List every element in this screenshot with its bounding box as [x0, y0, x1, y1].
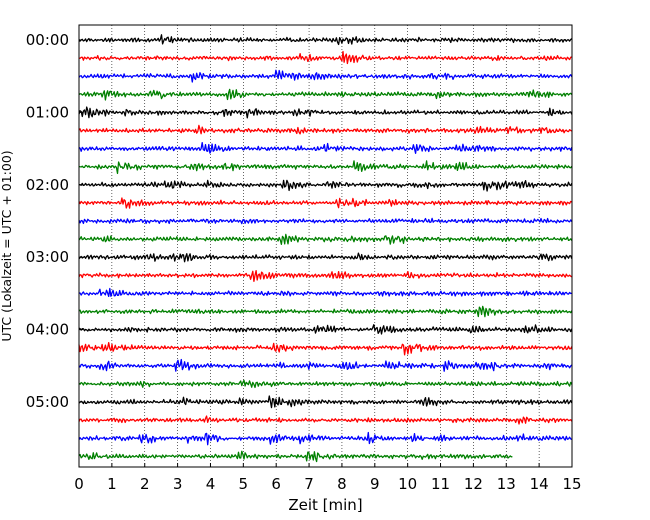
x-tick-label: 15: [562, 475, 581, 493]
x-tick-label: 14: [530, 475, 549, 493]
seismic-traces: [78, 34, 573, 463]
trace-0245: [78, 233, 573, 245]
trace-0100: [78, 106, 573, 119]
trace-0330: [78, 287, 572, 298]
x-axis-ticks: 0 1 2 3 4 5 6 7 8 9 10 11 12 13 14 15: [74, 463, 582, 493]
x-tick-label: 13: [497, 475, 516, 493]
trace-0400: [78, 324, 573, 335]
x-tick-label: 5: [239, 475, 249, 493]
x-tick-label: 11: [431, 475, 450, 493]
x-tick-label: 4: [206, 475, 216, 493]
x-tick-label: 0: [74, 475, 84, 493]
y-tick-label: 00:00: [26, 31, 69, 49]
trace-0215: [78, 197, 573, 209]
y-tick-label: 05:00: [26, 393, 69, 411]
trace-0300: [78, 252, 573, 263]
trace-0430: [78, 358, 573, 372]
trace-0130: [78, 141, 573, 154]
x-axis-title: Zeit [min]: [288, 496, 362, 514]
trace-0030: [78, 69, 573, 83]
x-tick-label: 9: [370, 475, 380, 493]
trace-0230: [78, 217, 573, 225]
y-tick-label: 03:00: [26, 248, 69, 266]
x-tick-label: 8: [337, 475, 347, 493]
x-tick-label: 10: [398, 475, 417, 493]
trace-0345: [78, 305, 573, 318]
trace-0015: [78, 50, 572, 65]
y-tick-label: 01:00: [26, 103, 69, 121]
x-tick-label: 1: [107, 475, 117, 493]
trace-0445: [78, 379, 573, 389]
y-axis-title: UTC (Lokalzeit = UTC + 01:00): [0, 150, 14, 341]
x-tick-label: 2: [140, 475, 150, 493]
x-tick-label: 3: [173, 475, 183, 493]
x-tick-label: 6: [271, 475, 281, 493]
y-axis-ticks: 00:00 01:00 02:00 03:00 04:00 05:00: [26, 31, 83, 411]
trace-0045: [78, 88, 573, 101]
x-tick-label: 12: [464, 475, 483, 493]
trace-0315: [78, 269, 573, 282]
trace-0000: [78, 34, 573, 46]
trace-0515: [78, 415, 573, 425]
y-tick-label: 02:00: [26, 176, 69, 194]
trace-0500: [78, 395, 573, 409]
trace-0530: [78, 431, 573, 446]
y-tick-label: 04:00: [26, 321, 69, 339]
trace-0415: [78, 341, 573, 356]
trace-0200: [78, 179, 573, 192]
trace-0545: [78, 450, 513, 463]
plot-frame: [78, 24, 573, 468]
x-tick-label: 7: [304, 475, 314, 493]
trace-0115: [78, 124, 573, 135]
trace-0145: [78, 160, 573, 175]
